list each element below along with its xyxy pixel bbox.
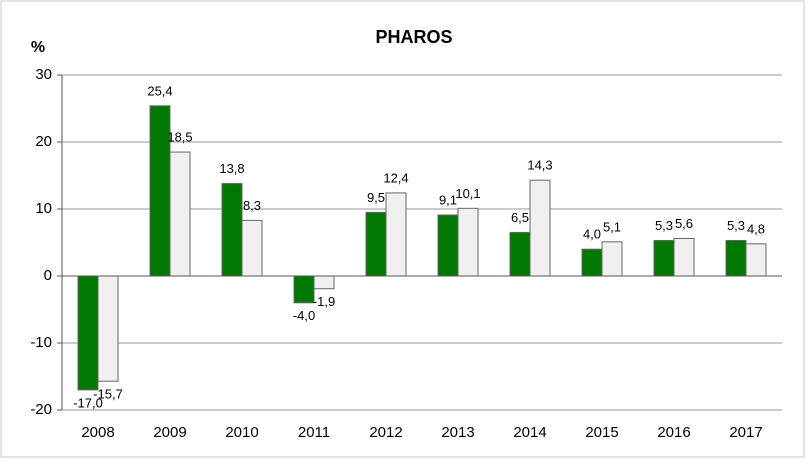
value-label: 9,5	[367, 190, 385, 205]
value-label: 5,1	[603, 219, 621, 234]
bar	[221, 183, 243, 277]
value-label: 8,3	[243, 198, 261, 213]
bar	[365, 211, 387, 277]
value-label: 6,5	[511, 210, 529, 225]
value-label: 18,5	[167, 129, 192, 144]
y-tick-label: 0	[44, 267, 52, 284]
chart-title: PHAROS	[375, 27, 452, 47]
y-tick-label: 20	[35, 133, 52, 150]
bar	[385, 192, 407, 277]
bar	[457, 207, 479, 277]
value-label: 25,4	[147, 83, 172, 98]
x-tick-label: 2010	[225, 424, 258, 441]
value-label: 14,3	[527, 158, 552, 173]
x-tick-label: 2009	[153, 424, 186, 441]
value-label: -17,0	[73, 395, 103, 410]
y-tick-label: -10	[30, 334, 52, 351]
y-tick-label: 30	[35, 66, 52, 83]
bar	[673, 237, 695, 277]
bar	[745, 243, 767, 277]
x-tick-label: 2012	[369, 424, 402, 441]
x-tick-label: 2013	[441, 424, 474, 441]
bar	[97, 275, 119, 382]
bar	[601, 241, 623, 277]
bar	[581, 248, 603, 277]
bar	[293, 275, 315, 304]
bar	[77, 275, 99, 391]
bar	[653, 239, 675, 277]
value-label: 5,3	[655, 218, 673, 233]
value-label: -4,0	[293, 308, 315, 323]
bar	[241, 219, 263, 277]
x-tick-label: 2016	[657, 424, 690, 441]
x-tick-label: 2011	[298, 424, 330, 441]
value-label: 10,1	[455, 186, 480, 201]
value-label: 4,8	[747, 221, 765, 236]
value-label: -15,7	[93, 387, 123, 402]
bar	[169, 151, 191, 277]
x-tick-label: 2015	[585, 424, 618, 441]
y-axis-label: %	[31, 39, 45, 56]
bar	[509, 231, 531, 277]
value-label: 9,1	[439, 192, 457, 207]
value-label: 4,0	[583, 227, 601, 242]
bar	[529, 179, 551, 277]
x-tick-label: 2017	[729, 424, 762, 441]
x-tick-label: 2014	[513, 424, 546, 441]
value-label: 13,8	[219, 161, 244, 176]
value-label: -1,9	[313, 294, 335, 309]
y-tick-label: 10	[35, 200, 52, 217]
value-label: 12,4	[383, 170, 408, 185]
y-tick-label: -20	[30, 401, 52, 418]
x-tick-label: 2008	[81, 424, 114, 441]
bar	[437, 214, 459, 277]
value-label: 5,3	[727, 218, 745, 233]
value-label: 5,6	[675, 216, 693, 231]
bar	[725, 239, 747, 277]
bar	[313, 275, 335, 290]
